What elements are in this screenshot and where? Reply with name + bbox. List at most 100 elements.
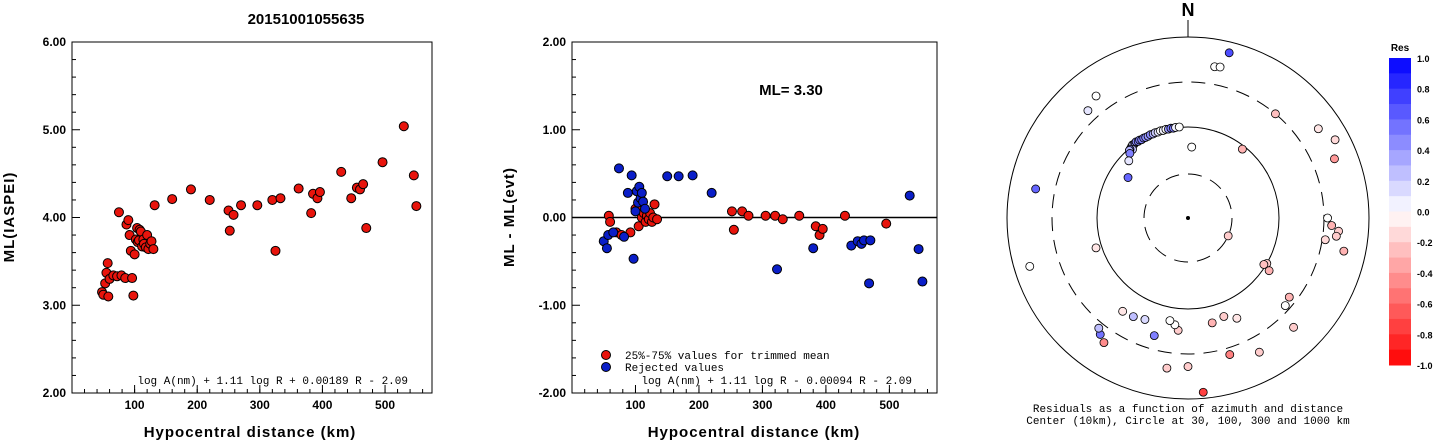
left-y-tick-label: 2.00 bbox=[43, 386, 67, 400]
left-point bbox=[224, 225, 235, 236]
middle-point bbox=[662, 171, 673, 182]
left-y-tick-label: 3.00 bbox=[43, 298, 67, 312]
polar-point bbox=[1313, 124, 1323, 134]
left-point bbox=[113, 207, 124, 218]
middle-point bbox=[839, 210, 850, 221]
middle-point bbox=[743, 210, 754, 221]
left-point bbox=[314, 187, 325, 198]
colorbar-cell bbox=[1389, 88, 1411, 105]
polar-point bbox=[1284, 292, 1294, 302]
left-point bbox=[275, 193, 286, 204]
polar-point bbox=[1215, 62, 1225, 72]
polar-point bbox=[1264, 266, 1274, 276]
middle-point bbox=[608, 227, 619, 238]
polar-point bbox=[1198, 387, 1208, 397]
colorbar-cell bbox=[1389, 196, 1411, 212]
middle-point bbox=[760, 210, 771, 221]
left-point bbox=[228, 209, 239, 220]
middle-point bbox=[628, 253, 639, 264]
polar-point bbox=[1320, 235, 1330, 245]
middle-point bbox=[649, 199, 660, 210]
colorbar-cell bbox=[1389, 226, 1411, 243]
middle-point bbox=[881, 218, 892, 229]
left-point bbox=[306, 208, 317, 219]
colorbar-label: -0.6 bbox=[1417, 300, 1433, 310]
colorbar-label: -0.4 bbox=[1417, 269, 1433, 279]
polar-point bbox=[1225, 350, 1235, 359]
left-y-tick-label: 4.00 bbox=[43, 211, 67, 225]
colorbar-cell bbox=[1389, 242, 1411, 259]
left-y-tick-label: 6.00 bbox=[43, 35, 67, 49]
middle-y-axis-label: ML - ML(evt) bbox=[501, 167, 518, 267]
colorbar-cell bbox=[1389, 134, 1411, 151]
polar-point bbox=[1183, 362, 1193, 371]
left-x-tick-label: 400 bbox=[312, 398, 332, 412]
left-x-axis-label: Hypocentral distance (km) bbox=[144, 424, 357, 441]
figure-title: 20151001055635 bbox=[248, 11, 365, 28]
colorbar-cell bbox=[1389, 303, 1411, 320]
polar-point bbox=[1280, 301, 1290, 311]
ring-30km bbox=[1143, 173, 1233, 263]
colorbar-cell bbox=[1389, 73, 1411, 90]
left-x-tick-label: 100 bbox=[125, 398, 145, 412]
middle-point bbox=[626, 170, 637, 181]
left-point bbox=[129, 249, 140, 260]
left-point bbox=[358, 179, 369, 190]
polar-point bbox=[1331, 231, 1341, 241]
left-point bbox=[346, 193, 357, 204]
polar-point bbox=[1128, 312, 1138, 322]
polar-point bbox=[1323, 213, 1332, 223]
left-point bbox=[103, 291, 114, 302]
left-point bbox=[127, 273, 138, 284]
polar-caption-line1: Residuals as a function of azimuth and d… bbox=[1033, 404, 1343, 416]
colorbar-label: 1.0 bbox=[1417, 54, 1430, 64]
center-dot bbox=[1186, 216, 1190, 220]
middle-point bbox=[640, 203, 650, 214]
polar-point bbox=[1149, 331, 1159, 341]
left-point bbox=[128, 290, 139, 301]
colorbar-cell bbox=[1389, 150, 1411, 166]
middle-point bbox=[794, 210, 805, 221]
polar-point bbox=[1289, 322, 1298, 332]
middle-y-tick-label: 1.00 bbox=[543, 123, 567, 137]
middle-point bbox=[673, 171, 684, 182]
polar-point bbox=[1259, 260, 1269, 269]
polar-point bbox=[1224, 48, 1234, 58]
left-point bbox=[377, 157, 388, 168]
polar-point bbox=[1174, 122, 1184, 132]
polar-point bbox=[1031, 184, 1041, 194]
legend-accepted-marker bbox=[601, 350, 611, 360]
middle-y-tick-label: -2.00 bbox=[539, 386, 567, 400]
polar-point bbox=[1099, 338, 1109, 348]
middle-point bbox=[865, 235, 876, 246]
middle-point bbox=[728, 224, 739, 235]
left-point bbox=[336, 166, 347, 177]
colorbar-cell bbox=[1389, 288, 1411, 305]
middle-point bbox=[619, 231, 630, 242]
middle-point bbox=[605, 216, 616, 227]
colorbar-cell bbox=[1389, 257, 1411, 274]
colorbar-label: 0.6 bbox=[1417, 115, 1430, 125]
colorbar-label: -0.8 bbox=[1417, 330, 1433, 340]
polar-point bbox=[1187, 142, 1197, 152]
polar-chart: N Residuals as a function of azimuth and… bbox=[1006, 0, 1370, 428]
left-x-tick-label: 500 bbox=[375, 398, 395, 412]
polar-point bbox=[1118, 306, 1128, 316]
middle-point bbox=[917, 276, 928, 287]
colorbar-label: -1.0 bbox=[1417, 361, 1433, 371]
left-point bbox=[361, 223, 372, 234]
polar-point bbox=[1124, 156, 1134, 166]
colorbar-cell bbox=[1389, 165, 1411, 182]
polar-point bbox=[1123, 173, 1133, 182]
left-point bbox=[149, 200, 160, 211]
middle-x-tick-label: 200 bbox=[689, 398, 709, 412]
colorbar-cell bbox=[1389, 180, 1411, 197]
polar-point bbox=[1025, 261, 1035, 271]
middle-x-tick-label: 400 bbox=[816, 398, 836, 412]
colorbar-label: 0.4 bbox=[1417, 146, 1430, 156]
colorbar: Res 1.0 0.8 0.6 0.4 0.2 0.0 -0.2 -0.4 -0.6 -0.8 -1… bbox=[1389, 43, 1433, 371]
polar-point bbox=[1223, 231, 1233, 241]
middle-point bbox=[652, 214, 663, 225]
colorbar-label: 0.2 bbox=[1417, 177, 1430, 187]
polar-point bbox=[1083, 106, 1093, 116]
